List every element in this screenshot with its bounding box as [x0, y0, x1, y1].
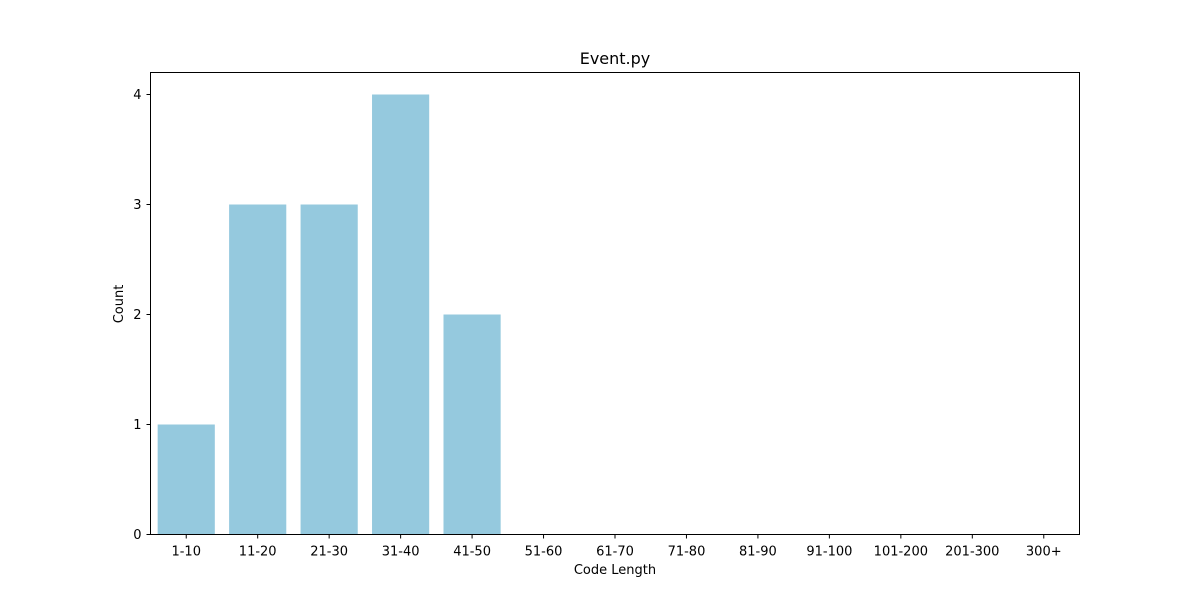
x-tick-label: 101-200 [874, 545, 928, 560]
x-axis-ticks: 1-10 11-20 21-30 31-40 41-50 51-60 61-70 71-80 8… [171, 534, 1062, 560]
x-axis-label: Code Length [574, 563, 656, 578]
y-axis-ticks: 0 1 2 3 4 [133, 88, 151, 543]
x-tick-label: 201-300 [945, 545, 999, 560]
x-tick-label: 51-60 [525, 545, 563, 560]
plot-area-frame [150, 72, 1080, 535]
y-tick-label: 1 [133, 418, 141, 433]
bar-31-40 [372, 94, 430, 535]
bar-11-20 [229, 204, 287, 535]
y-axis-label: Count [112, 285, 127, 324]
x-tick-label: 81-90 [739, 545, 777, 560]
y-tick-label: 2 [133, 308, 141, 323]
y-tick-label: 3 [133, 198, 141, 213]
x-tick-label: 41-50 [453, 545, 491, 560]
bar-21-30 [300, 204, 358, 535]
x-tick-label: 31-40 [382, 545, 420, 560]
x-tick-label: 71-80 [668, 545, 706, 560]
x-tick-label: 21-30 [310, 545, 348, 560]
y-tick-label: 0 [133, 528, 141, 543]
x-tick-label: 11-20 [239, 545, 277, 560]
bars-group [157, 94, 501, 535]
x-tick-label: 91-100 [806, 545, 852, 560]
y-tick-label: 4 [133, 88, 141, 103]
bar-1-10 [157, 424, 215, 535]
bar-41-50 [443, 314, 501, 535]
x-tick-label: 300+ [1026, 545, 1062, 560]
x-tick-label: 1-10 [171, 545, 201, 560]
chart-title: Event.py [580, 49, 651, 68]
x-tick-label: 61-70 [596, 545, 634, 560]
